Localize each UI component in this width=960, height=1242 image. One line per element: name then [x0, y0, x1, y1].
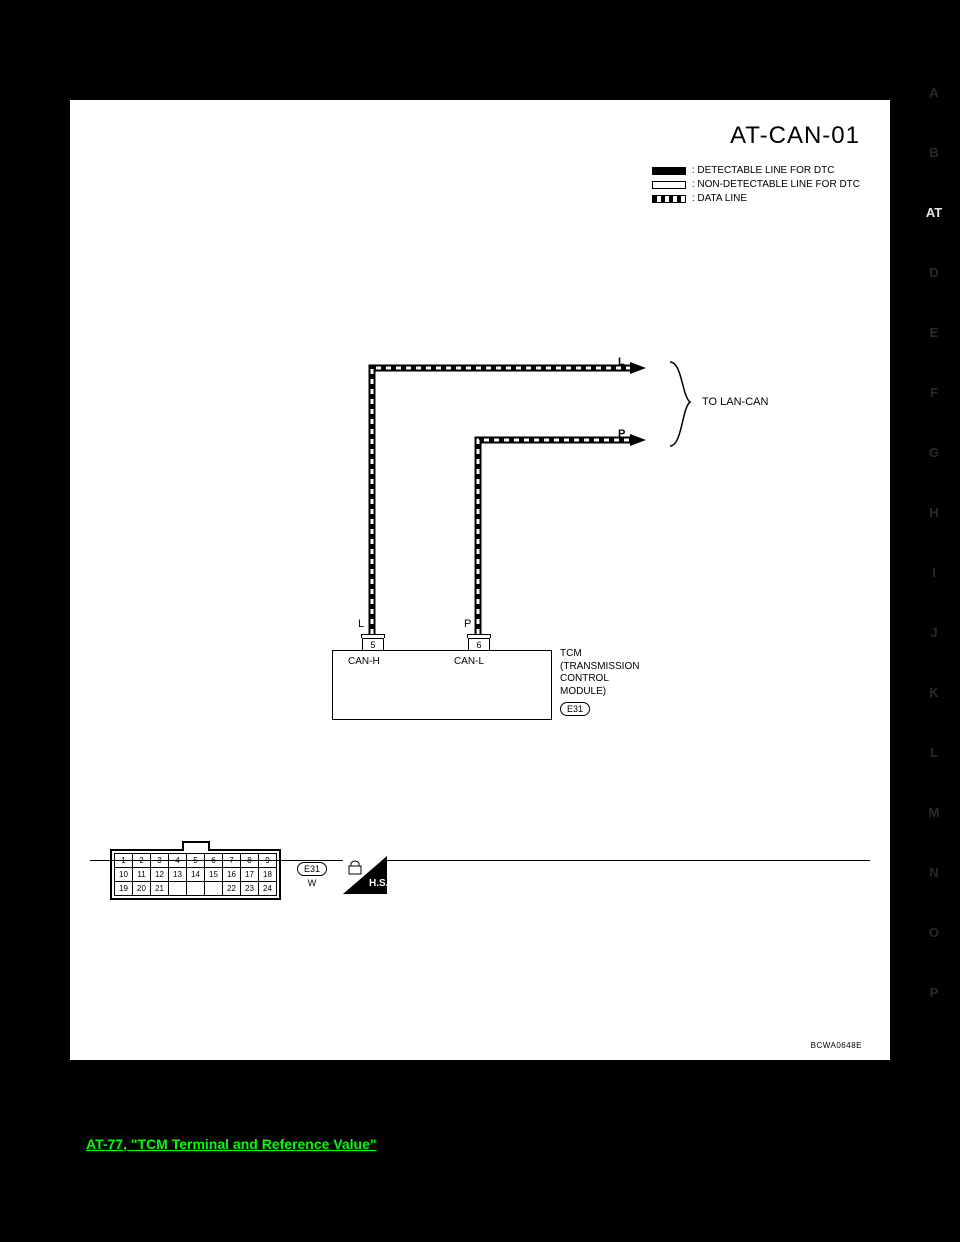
- pin-cell: 5: [187, 854, 205, 868]
- pin-cell: 8: [241, 854, 259, 868]
- pin-cell: 18: [259, 868, 277, 882]
- side-tab-f[interactable]: F: [920, 380, 948, 404]
- pin-cell: 1: [115, 854, 133, 868]
- pin-cell: 14: [187, 868, 205, 882]
- side-tab-p[interactable]: P: [920, 980, 948, 1004]
- wiring-svg: [70, 100, 890, 1060]
- connector-pinout-table: 1 2 3 4 5 6 7 8 9 10 11 12 13 14 15: [114, 853, 277, 896]
- pin-cell: 15: [205, 868, 223, 882]
- pin-cell: 11: [133, 868, 151, 882]
- side-tab-o[interactable]: O: [920, 920, 948, 944]
- pin-cell: 6: [205, 854, 223, 868]
- pin-cell-empty: [169, 882, 187, 896]
- to-lan-can-label: TO LAN-CAN: [702, 396, 768, 408]
- wire-letter-l: L: [618, 356, 625, 368]
- pin-cell: 10: [115, 868, 133, 882]
- pin-cell: 4: [169, 854, 187, 868]
- side-tab-a[interactable]: A: [920, 80, 948, 104]
- can-l-label: CAN-L: [454, 656, 484, 667]
- wire-color-p: P: [464, 618, 471, 630]
- pin-cell: 24: [259, 882, 277, 896]
- e31-oval: E31: [560, 702, 590, 716]
- side-tab-l[interactable]: L: [920, 740, 948, 764]
- side-tabs: A B AT D E F G H I J K L M N O P: [920, 80, 948, 1004]
- connector-tab-icon: [182, 841, 210, 851]
- wire-letter-p: P: [618, 428, 625, 440]
- side-tab-k[interactable]: K: [920, 680, 948, 704]
- side-tab-g[interactable]: G: [920, 440, 948, 464]
- side-tab-n[interactable]: N: [920, 860, 948, 884]
- pin-cell: 3: [151, 854, 169, 868]
- pin-cell: 16: [223, 868, 241, 882]
- pin-cell: 20: [133, 882, 151, 896]
- side-tab-at[interactable]: AT: [920, 200, 948, 224]
- pin-cell: 12: [151, 868, 169, 882]
- tcm-text: TCM (TRANSMISSION CONTROL MODULE): [560, 648, 639, 698]
- pin-cell-empty: [187, 882, 205, 896]
- pin-cell: 13: [169, 868, 187, 882]
- pin-cell: 17: [241, 868, 259, 882]
- pin-cell: 22: [223, 882, 241, 896]
- connector-e31-oval: E31: [297, 862, 327, 876]
- side-tab-e[interactable]: E: [920, 320, 948, 344]
- side-tab-b[interactable]: B: [920, 140, 948, 164]
- side-tab-d[interactable]: D: [920, 260, 948, 284]
- can-h-label: CAN-H: [348, 656, 380, 667]
- diagram-code: BCWA0648E: [811, 1041, 862, 1050]
- wiring-diagram-panel: AT-CAN-01 : DETECTABLE LINE FOR DTC : NO…: [70, 100, 890, 1060]
- side-tab-h[interactable]: H: [920, 500, 948, 524]
- pin-cell: 2: [133, 854, 151, 868]
- hs-badge-icon: H.S.: [343, 856, 387, 894]
- wiring-diagram: L P TO LAN-CAN L P 5 6 CAN-H CAN-L TCM (…: [70, 100, 890, 1060]
- wire-color-l: L: [358, 618, 364, 630]
- connector-housing: 1 2 3 4 5 6 7 8 9 10 11 12 13 14 15: [110, 849, 281, 900]
- connector-block: 1 2 3 4 5 6 7 8 9 10 11 12 13 14 15: [110, 849, 387, 900]
- pin-cell: 7: [223, 854, 241, 868]
- pin-cell-empty: [205, 882, 223, 896]
- connector-id: E31 W: [297, 862, 327, 888]
- footer-reference-link[interactable]: AT-77, "TCM Terminal and Reference Value…: [86, 1136, 377, 1152]
- pin-cell: 19: [115, 882, 133, 896]
- pin-cell: 9: [259, 854, 277, 868]
- pin-cell: 23: [241, 882, 259, 896]
- connector-color-w: W: [308, 878, 317, 888]
- side-tab-i[interactable]: I: [920, 560, 948, 584]
- side-tab-j[interactable]: J: [920, 620, 948, 644]
- side-tab-m[interactable]: M: [920, 800, 948, 824]
- pin-cell: 21: [151, 882, 169, 896]
- svg-text:H.S.: H.S.: [369, 878, 387, 889]
